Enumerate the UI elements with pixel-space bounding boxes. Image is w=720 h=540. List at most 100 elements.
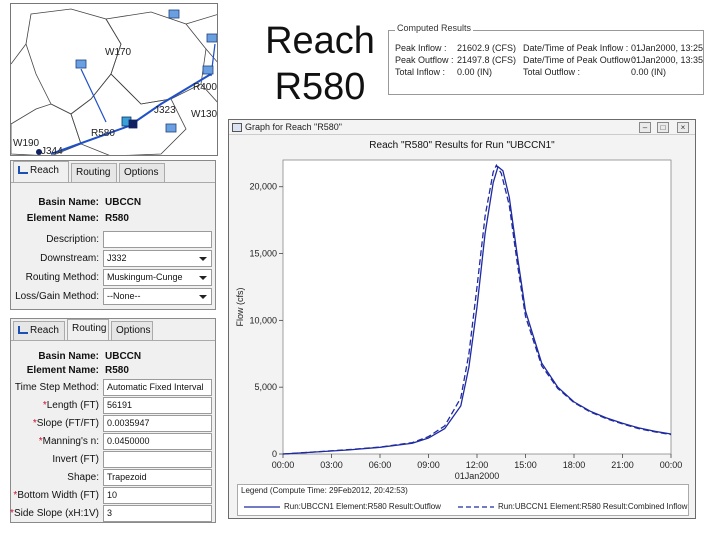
element-name-label: Element Name:: [26, 365, 99, 376]
element-name-value: R580: [105, 213, 129, 224]
routing-panel-body: Basin Name: UBCCN Element Name: R580 Tim…: [10, 340, 215, 522]
y-tick-label: 5,000: [254, 382, 277, 392]
y-axis-label: Flow (cfs): [235, 288, 245, 327]
tab-options[interactable]: Options: [111, 321, 153, 341]
y-tick-label: 0: [272, 449, 277, 459]
side-slope-label-text: Side Slope (xH:1V): [13, 508, 99, 519]
graph-window-icon: [232, 123, 242, 132]
reach-panel-tabs: Reach Routing Options: [11, 161, 215, 183]
shape-select[interactable]: Trapezoid: [103, 469, 212, 486]
peak-inflow-value: 21602.9 (CFS): [457, 43, 517, 53]
basin-name-value: UBCCN: [105, 351, 142, 362]
y-tick-label: 10,000: [249, 315, 277, 325]
routing-method-label: Routing Method:: [25, 272, 99, 283]
required-marker: *: [13, 490, 18, 501]
invert-field[interactable]: [103, 451, 212, 468]
graph-window-title: Graph for Reach "R580": [245, 122, 342, 132]
mannings-label: *Manning's n:: [39, 436, 99, 447]
basin-map-canvas: [11, 8, 217, 155]
tab-routing[interactable]: Routing: [71, 163, 117, 183]
basin-map[interactable]: W170 R400 J323 W130 R580 J344 W190: [10, 3, 218, 156]
tab-reach[interactable]: Reach: [13, 161, 69, 183]
inflow-series-line: [282, 163, 672, 455]
time-step-label: Time Step Method:: [14, 382, 99, 393]
tab-routing[interactable]: Routing: [67, 319, 109, 341]
x-tick-label: 09:00: [417, 460, 440, 470]
chevron-down-icon: [199, 276, 207, 280]
downstream-select[interactable]: J332: [103, 250, 212, 267]
routing-method-select-value: Muskingum-Cunge: [107, 272, 183, 282]
reach-tab-icon: [18, 166, 28, 174]
x-tick-label: 03:00: [320, 460, 343, 470]
slide-title-line-2: R580: [274, 66, 366, 108]
peak-inflow-label: Peak Inflow :: [395, 43, 447, 53]
slope-label-text: Slope (FT/FT): [36, 418, 99, 429]
required-marker: *: [38, 436, 43, 447]
routing-method-select[interactable]: Muskingum-Cunge: [103, 269, 212, 286]
map-label-w170: W170: [105, 47, 132, 58]
chevron-down-icon: [199, 295, 207, 299]
shape-select-value: Trapezoid: [107, 472, 147, 482]
peak-outflow-time-value: 01Jan2000, 13:35: [631, 55, 704, 65]
basin-name-value: UBCCN: [105, 197, 142, 208]
tab-reach-label: Reach: [30, 325, 59, 336]
tab-options-label: Options: [116, 325, 151, 336]
maximize-button[interactable]: □: [657, 122, 669, 133]
map-label-w190: W190: [13, 138, 40, 149]
side-slope-field[interactable]: 3: [103, 505, 212, 522]
legend-inflow-swatch: [458, 506, 494, 508]
computed-results-legend: Computed Results: [395, 23, 474, 33]
tab-routing-label: Routing: [72, 323, 107, 334]
slide-title-line-1: Reach: [265, 20, 375, 62]
x-tick-label: 06:00: [369, 460, 392, 470]
element-name-label: Element Name:: [26, 213, 99, 224]
map-label-j323: J323: [154, 105, 176, 116]
total-inflow-value: 0.00 (IN): [457, 67, 493, 77]
chevron-down-icon: [199, 257, 207, 261]
graph-window-titlebar[interactable]: Graph for Reach "R580" – □ ×: [229, 120, 695, 135]
length-label: *Length (FT): [43, 400, 99, 411]
x-tick-label: 00:00: [272, 460, 295, 470]
legend-outflow-label: Run:UBCCN1 Element:R580 Result:Outflow: [284, 502, 441, 511]
element-name-value: R580: [105, 365, 129, 376]
map-label-r580: R580: [91, 128, 115, 139]
bottom-width-label: *Bottom Width (FT): [13, 490, 99, 501]
length-label-text: Length (FT): [46, 400, 99, 411]
x-tick-label: 12:00: [466, 460, 489, 470]
required-marker: *: [10, 508, 14, 519]
x-tick-label: 15:00: [514, 460, 537, 470]
reach-panel-body: Basin Name: UBCCN Element Name: R580 Des…: [11, 182, 215, 309]
slope-field[interactable]: 0.0035947: [103, 415, 212, 432]
shape-label: Shape:: [67, 472, 99, 483]
required-marker: *: [32, 418, 37, 429]
time-step-select[interactable]: Automatic Fixed Interval: [103, 379, 212, 396]
x-tick-label: 00:00: [660, 460, 683, 470]
loss-gain-select[interactable]: --None--: [103, 288, 212, 305]
routing-panel-tabs: Reach Routing Options: [11, 319, 215, 341]
peak-inflow-time-label: Date/Time of Peak Inflow :: [523, 43, 629, 53]
length-field[interactable]: 56191: [103, 397, 212, 414]
tab-routing-label: Routing: [76, 167, 111, 178]
peak-outflow-time-label: Date/Time of Peak Outflow :: [523, 55, 636, 65]
minimize-button[interactable]: –: [639, 122, 651, 133]
tab-options[interactable]: Options: [119, 163, 165, 183]
x-tick-label: 21:00: [611, 460, 634, 470]
x-axis-label: 01Jan2000: [455, 471, 500, 481]
legend-outflow-swatch: [244, 506, 280, 508]
side-slope-label: *Side Slope (xH:1V): [10, 508, 99, 519]
description-field[interactable]: [103, 231, 212, 248]
y-tick-label: 15,000: [249, 249, 277, 259]
total-inflow-label: Total Inflow :: [395, 67, 446, 77]
mannings-field[interactable]: 0.0450000: [103, 433, 212, 450]
total-outflow-value: 0.00 (IN): [631, 67, 667, 77]
legend-inflow-label: Run:UBCCN1 Element:R580 Result:Combined …: [498, 502, 688, 511]
tab-reach[interactable]: Reach: [13, 321, 65, 341]
y-tick-label: 20,000: [249, 182, 277, 192]
peak-outflow-value: 21497.8 (CFS): [457, 55, 517, 65]
reach-editor-panel: Reach Routing Options Basin Name: UBCCN …: [10, 160, 216, 310]
map-label-j344: J344: [41, 146, 63, 156]
x-tick-label: 18:00: [563, 460, 586, 470]
close-button[interactable]: ×: [677, 122, 689, 133]
reach-tab-icon: [18, 326, 28, 334]
bottom-width-field[interactable]: 10: [103, 487, 212, 504]
